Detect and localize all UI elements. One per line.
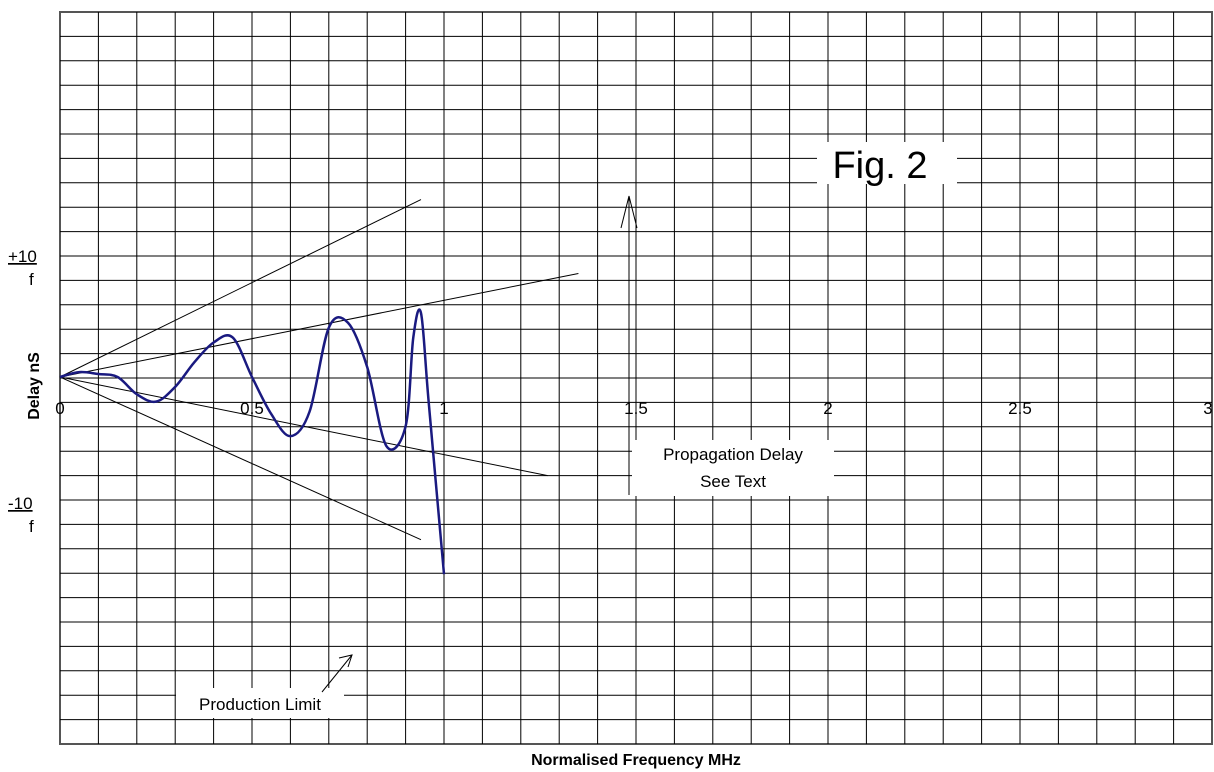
- x-tick-label: 2.5: [1008, 399, 1032, 418]
- figure-label: Fig. 2: [832, 145, 927, 187]
- production-limit-label: Production Limit: [199, 695, 321, 714]
- x-tick-label: 1: [439, 399, 448, 418]
- production-limit-background: [176, 688, 344, 718]
- y-tick-lower: -10 f: [8, 494, 34, 536]
- limit-line: [59, 376, 422, 541]
- propagation-arrow-head: [620, 195, 638, 229]
- x-tick-label: 0: [55, 399, 64, 418]
- y-tick-upper: +10 f: [8, 247, 37, 289]
- x-tick-label: 2: [823, 399, 832, 418]
- delay-curve: [59, 308, 446, 575]
- y-tick-upper-denominator: f: [29, 270, 34, 289]
- y-axis-title: Delay nS: [26, 352, 43, 420]
- production-limit-pointer: [321, 654, 353, 693]
- grid-lines: [59, 11, 1213, 745]
- limit-line: [59, 272, 579, 378]
- x-tick-label: 3: [1203, 399, 1212, 418]
- x-tick-label: 1.5: [624, 399, 648, 418]
- y-tick-lower-denominator: f: [29, 517, 34, 536]
- x-tick-label: 0.5: [240, 399, 264, 418]
- limit-line: [59, 199, 422, 378]
- propagation-label-line1: Propagation Delay: [663, 445, 803, 464]
- propagation-label-line2: See Text: [700, 472, 766, 491]
- figure-label-background: [817, 142, 957, 184]
- propagation-label-background: [632, 440, 834, 496]
- y-tick-lower-value: -10: [8, 494, 33, 513]
- delay-curve-layer: [59, 308, 446, 575]
- y-tick-upper-value: +10: [8, 247, 37, 266]
- production-limit-pointer-head: [338, 654, 353, 668]
- x-tick-labels: 0 0.5 1 1.5 2 2.5 3: [55, 399, 1212, 418]
- x-axis-title: Normalised Frequency MHz: [531, 752, 741, 769]
